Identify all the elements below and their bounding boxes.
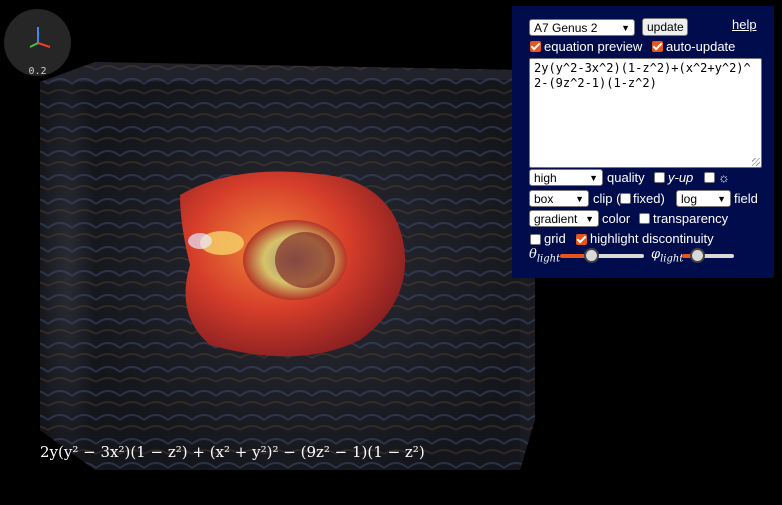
theta-light-slider-thumb[interactable] [584,248,600,263]
auto-update-checkbox[interactable] [652,41,663,52]
light-checkbox[interactable] [704,172,715,183]
phi-light-slider-thumb[interactable] [689,248,705,263]
field-label: field [734,191,758,206]
transparency-checkbox[interactable] [639,213,650,224]
sun-icon: ☼ [718,170,730,185]
y-up-checkbox[interactable] [654,172,665,183]
quality-select[interactable]: high ▼ [529,169,603,186]
equation-preview-checkbox[interactable] [530,41,541,52]
clip-label: clip ( [593,191,621,206]
clip-fixed-label: fixed) [633,191,665,206]
clip-fixed-checkbox[interactable] [620,193,631,204]
axes-icon [29,27,51,48]
theta-light-slider[interactable] [560,254,644,258]
grid-label: grid [544,231,566,246]
color-select[interactable]: gradient ▼ [529,210,599,227]
highlight-discontinuity-checkbox[interactable] [576,234,587,245]
update-button[interactable]: update [642,18,688,36]
theta-light-label: θlight [529,247,561,265]
phi-light-slider[interactable] [682,254,734,258]
highlight-discontinuity-label: highlight discontinuity [590,231,714,246]
color-label: color [602,211,631,226]
equation-preview-formula: 2y(y² − 3x²)(1 − z²) + (x² + y²)² − (9z²… [40,443,425,461]
phi-light-label: φlight [651,247,684,265]
resize-grip-icon[interactable] [752,158,760,166]
field-select[interactable]: log ▼ [676,190,731,207]
genus-surface [180,171,406,357]
control-panel: A7 Genus 2 ▼ update help equation preview… [512,6,774,278]
quality-label: quality [607,170,645,185]
help-link[interactable]: help [732,17,757,32]
axes-gizmo[interactable]: 0.2 [4,9,71,77]
transparency-label: transparency [653,211,729,226]
zoom-readout: 0.2 [28,66,47,77]
equation-textarea[interactable]: 2y(y^2-3x^2)(1-z^2)+(x^2+y^2)^2-(9z^2-1)… [529,58,762,168]
grid-checkbox[interactable] [530,234,541,245]
preset-select[interactable]: A7 Genus 2 ▼ [529,19,635,36]
clip-select[interactable]: box ▼ [529,190,589,207]
y-up-label: y-up [668,170,694,185]
auto-update-label: auto-update [666,39,736,54]
equation-preview-label: equation preview [544,39,643,54]
